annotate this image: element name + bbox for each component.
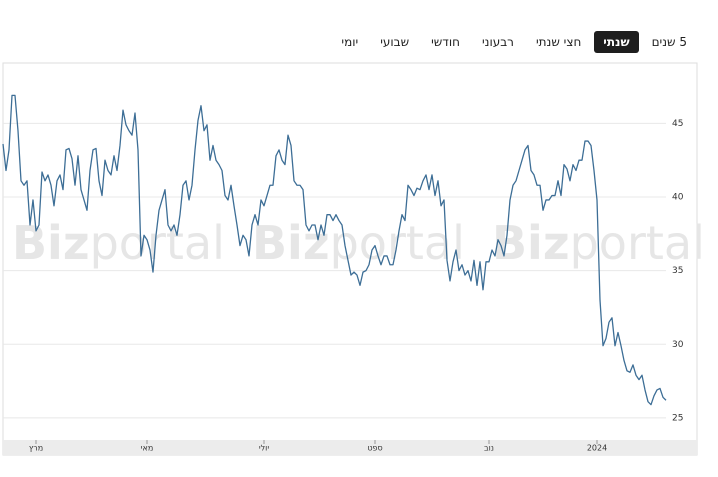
range-tabs: יומי שבועי חודשי רבעוני חצי שנתי שנתי 5 שנים — [332, 31, 696, 53]
x-tick-label: 2024 — [587, 444, 607, 453]
price-line — [2, 94, 667, 406]
range-tab[interactable]: שבועי — [380, 35, 410, 49]
x-tick-label: יולי — [259, 444, 270, 453]
y-tick-label: 35 — [672, 266, 683, 276]
y-tick-label: 45 — [672, 119, 683, 129]
watermark-light: portal — [570, 216, 705, 270]
x-tick-label: ספט — [367, 444, 382, 453]
y-tick-label: 30 — [672, 340, 684, 350]
range-tab[interactable]: רבעוני — [481, 35, 514, 49]
x-tick-label: מרץ — [29, 444, 43, 453]
watermark: Bizportal — [492, 216, 705, 270]
range-tab[interactable]: שנתי — [594, 31, 639, 53]
range-tab[interactable]: 5 שנים — [651, 35, 687, 49]
watermark: Bizportal — [12, 216, 225, 270]
x-tick-label: נוב — [484, 444, 494, 453]
watermark-bold: Biz — [12, 216, 90, 270]
x-axis-band — [3, 440, 697, 455]
watermark-bold: Biz — [492, 216, 570, 270]
range-tab[interactable]: חודשי — [431, 35, 460, 49]
x-tick-label: מאי — [141, 444, 154, 453]
watermarks: Bizportal Bizportal Bizportal — [12, 216, 705, 270]
y-tick-label: 40 — [672, 193, 684, 203]
y-tick-label: 25 — [672, 413, 683, 423]
watermark-bold: Biz — [252, 216, 330, 270]
watermark: Bizportal — [252, 216, 465, 270]
range-tab[interactable]: חצי שנתי — [535, 35, 582, 49]
range-tab[interactable]: יומי — [341, 35, 359, 49]
